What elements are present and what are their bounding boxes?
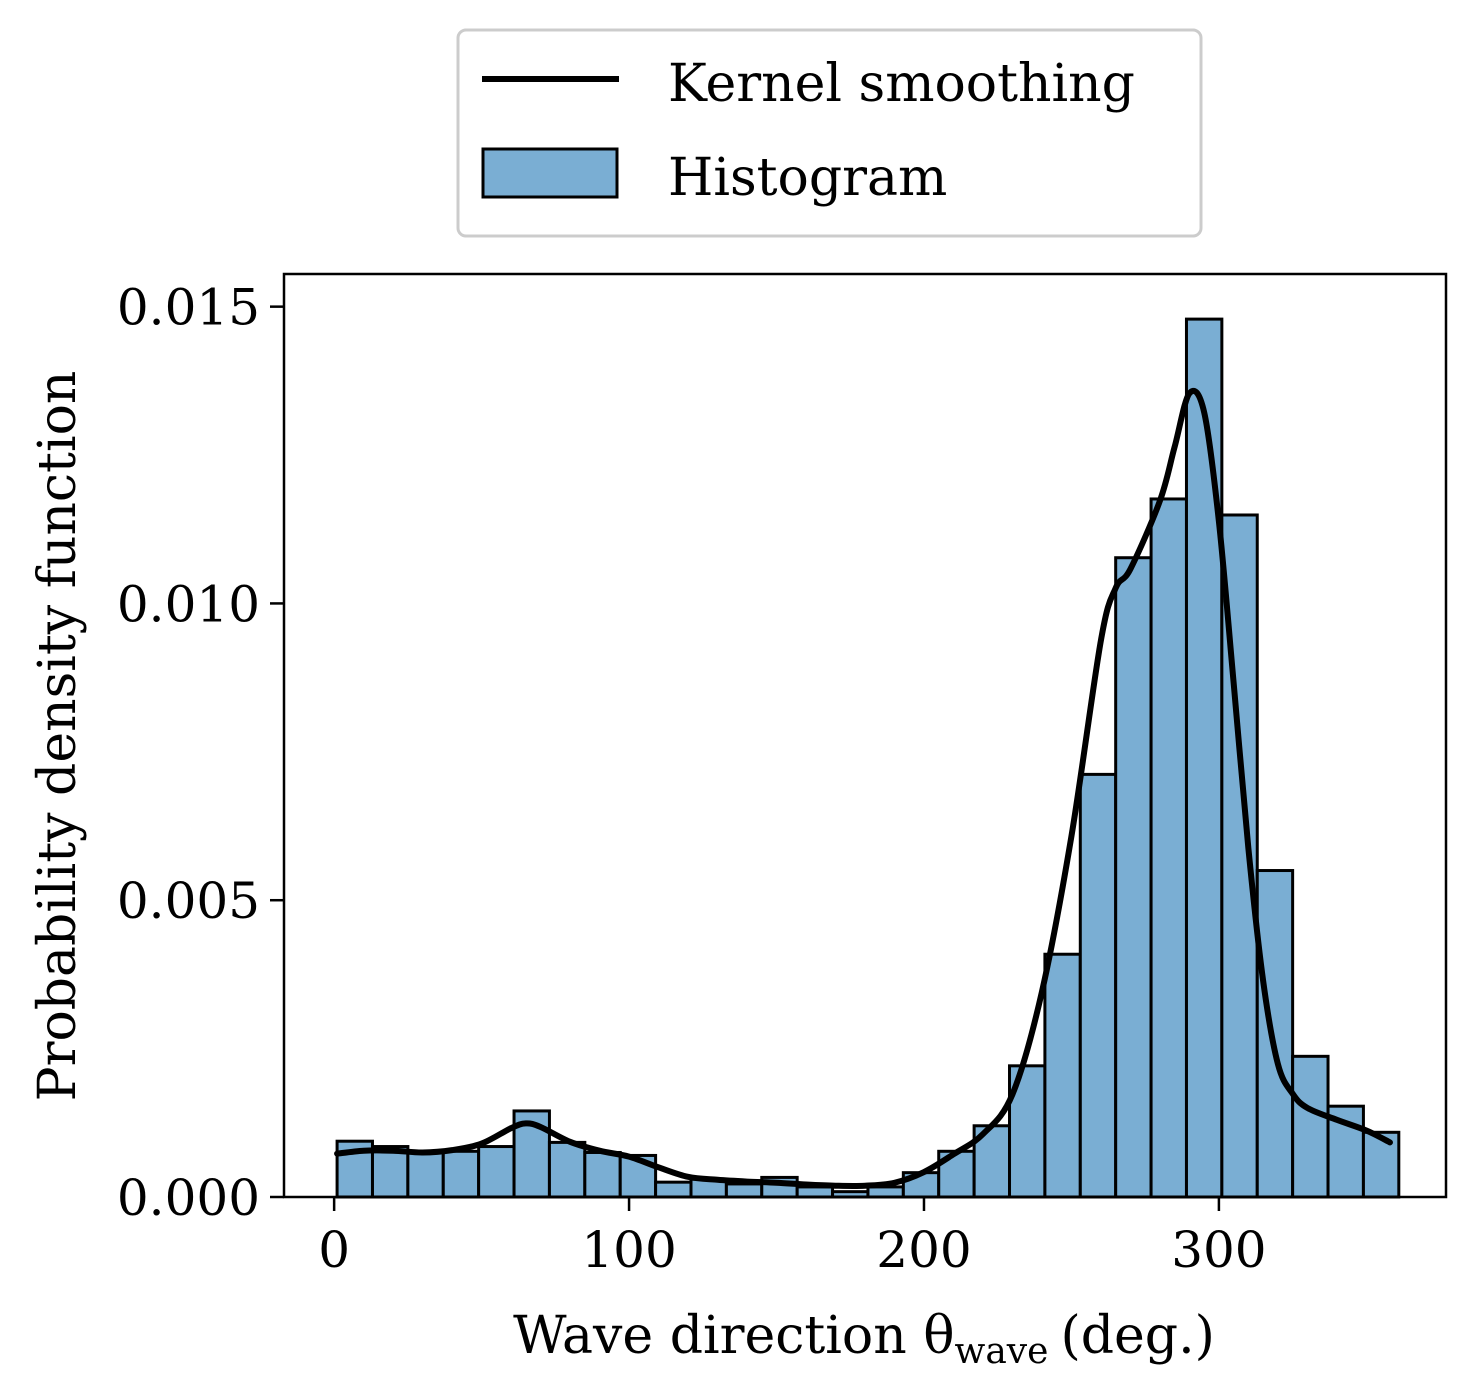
histogram-bar <box>547 1140 587 1199</box>
x-axis-label-subscript: wave <box>955 1331 1049 1372</box>
y-tick-label: 0.015 <box>117 279 260 337</box>
histogram-bar <box>1043 952 1082 1199</box>
histogram-legend-swatch <box>481 147 619 199</box>
histogram-bar <box>1255 869 1295 1199</box>
plot-frame <box>282 272 1448 1199</box>
histogram-legend-label: Histogram <box>668 148 947 208</box>
histogram-bar <box>1149 497 1188 1199</box>
x-tick-label: 0 <box>318 1221 350 1279</box>
x-axis-ticks: 0 100 200 300 <box>318 1197 1267 1279</box>
histogram-bar <box>1078 772 1118 1199</box>
kernel-smoothing-legend-label: Kernel smoothing <box>668 54 1135 114</box>
histogram-bar <box>724 1182 764 1199</box>
y-axis-ticks: 0.000 0.005 0.010 0.015 <box>117 279 284 1227</box>
histogram-bar <box>477 1145 516 1199</box>
histogram-bar <box>583 1150 622 1199</box>
legend: Kernel smoothing Histogram <box>456 28 1203 238</box>
histogram-bar <box>406 1150 445 1199</box>
x-tick-label: 200 <box>876 1221 971 1279</box>
histogram-bar <box>654 1180 693 1199</box>
x-axis-label: Wave direction θwave (deg.) <box>513 1306 1215 1372</box>
y-tick-label: 0.010 <box>117 575 260 633</box>
y-tick-label: 0.005 <box>117 872 260 930</box>
x-axis-label-main: Wave direction θ <box>513 1306 954 1366</box>
histogram-bar <box>1114 556 1153 1199</box>
x-axis-label-suffix: (deg.) <box>1060 1306 1214 1366</box>
histogram-bar <box>441 1149 481 1199</box>
histogram-bar <box>1184 317 1224 1199</box>
kernel-smoothing-line <box>334 387 1393 1189</box>
histogram-bar <box>1291 1054 1330 1199</box>
x-tick-label: 100 <box>581 1221 676 1279</box>
y-tick-label: 0.000 <box>117 1169 260 1227</box>
x-tick-label: 300 <box>1171 1221 1266 1279</box>
histogram-bar <box>1361 1130 1401 1199</box>
histogram-bar <box>866 1185 905 1199</box>
legend-frame <box>456 28 1203 238</box>
y-axis-label: Probability density function <box>28 371 88 1102</box>
